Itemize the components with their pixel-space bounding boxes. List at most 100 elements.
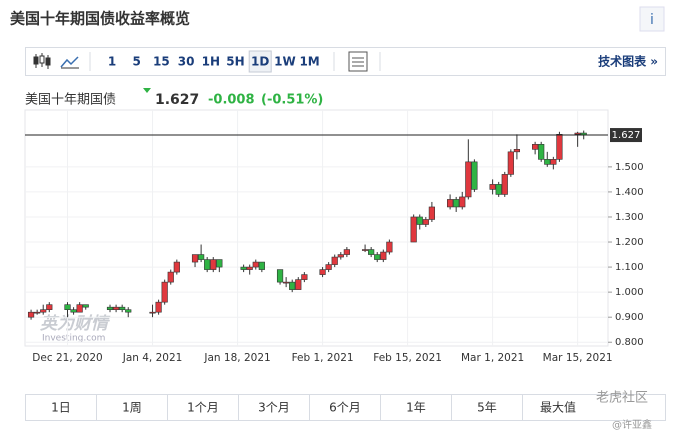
range-button[interactable]: 5年 bbox=[477, 401, 497, 415]
interval-selected bbox=[248, 50, 272, 73]
candle-body bbox=[331, 256, 338, 265]
range-button[interactable]: 1日 bbox=[51, 401, 71, 415]
down-arrow bbox=[143, 88, 151, 93]
interval-button[interactable]: 1D bbox=[251, 55, 269, 69]
range-bar bbox=[25, 394, 666, 421]
candle-body bbox=[76, 304, 83, 313]
candle-body bbox=[40, 309, 47, 313]
candle-body bbox=[204, 259, 211, 270]
range-button[interactable]: 最大值 bbox=[540, 400, 576, 415]
technical-chart-link[interactable]: 技术图表 » bbox=[598, 54, 658, 69]
candle-body bbox=[161, 281, 168, 303]
y-tick-label: 1.500 bbox=[615, 162, 644, 173]
candle-body bbox=[574, 132, 581, 135]
candle-body bbox=[70, 309, 77, 313]
range-button[interactable]: 6个月 bbox=[329, 401, 361, 415]
quote-change: -0.008 bbox=[208, 93, 255, 108]
last-price-box bbox=[610, 128, 642, 143]
candle-body bbox=[507, 151, 514, 175]
watermark-brand: 英为财情 bbox=[39, 314, 111, 334]
candle-body bbox=[465, 161, 472, 198]
candle-body bbox=[119, 306, 126, 310]
last-price-label: 1.627 bbox=[612, 130, 641, 141]
y-tick-label: 1.300 bbox=[615, 212, 644, 223]
quote-change-pct: (-0.51%) bbox=[261, 93, 323, 108]
candle-body bbox=[459, 196, 466, 208]
x-tick-label: Mar 15, 2021 bbox=[543, 352, 613, 364]
candle-body bbox=[295, 279, 302, 290]
candle-body bbox=[428, 206, 435, 220]
candle-body bbox=[252, 261, 259, 268]
candle-body bbox=[301, 274, 308, 280]
candle-body bbox=[343, 249, 350, 255]
plot-frame bbox=[24, 109, 609, 347]
info-button[interactable] bbox=[639, 6, 665, 32]
x-tick-label: Mar 1, 2021 bbox=[461, 352, 524, 364]
candle-body bbox=[112, 306, 120, 310]
y-tick-label: 1.200 bbox=[615, 237, 644, 248]
candle-body bbox=[173, 261, 180, 273]
candle-body bbox=[544, 159, 551, 165]
interval-button[interactable]: 5 bbox=[133, 55, 141, 69]
candle-body bbox=[325, 264, 332, 270]
interval-button[interactable]: 1H bbox=[202, 55, 220, 69]
info-icon[interactable]: i bbox=[650, 12, 654, 28]
footer-community: 老虎社区 bbox=[596, 390, 648, 406]
candle-body bbox=[513, 149, 521, 153]
candle-body bbox=[489, 184, 496, 190]
quote-name: 美国十年期国债 bbox=[25, 93, 116, 108]
candle-body bbox=[240, 266, 247, 270]
candle-body bbox=[198, 254, 205, 260]
interval-button[interactable]: 30 bbox=[178, 55, 195, 69]
range-button[interactable]: 1年 bbox=[406, 401, 426, 415]
candle-body bbox=[495, 184, 502, 195]
candle-icon[interactable] bbox=[33, 53, 51, 69]
candle-body bbox=[410, 216, 417, 243]
candle-body bbox=[501, 174, 508, 195]
candle-body bbox=[374, 254, 381, 260]
candle-body bbox=[210, 259, 217, 270]
y-tick-label: 1.400 bbox=[615, 187, 644, 198]
candle-body bbox=[125, 309, 132, 313]
candle-body bbox=[416, 216, 423, 225]
candle-body bbox=[453, 199, 460, 208]
candle-body bbox=[289, 281, 296, 290]
toolbar bbox=[25, 47, 666, 76]
candle-body bbox=[532, 144, 539, 150]
y-tick-label: 0.900 bbox=[615, 312, 644, 323]
candle-body bbox=[283, 281, 290, 284]
x-tick-label: Jan 4, 2021 bbox=[122, 352, 183, 364]
interval-button[interactable]: 5H bbox=[226, 55, 244, 69]
candle-body bbox=[34, 311, 41, 314]
range-button[interactable]: 1个月 bbox=[187, 401, 219, 415]
candle-body bbox=[106, 306, 114, 310]
candle-body bbox=[538, 144, 545, 160]
candle-body bbox=[46, 304, 53, 310]
interval-button[interactable]: 1M bbox=[299, 55, 319, 69]
candle-body bbox=[380, 251, 387, 260]
candle-body bbox=[550, 159, 557, 165]
quote-last: 1.627 bbox=[155, 92, 199, 108]
range-button[interactable]: 1周 bbox=[122, 401, 142, 415]
candle-body bbox=[386, 241, 393, 253]
candle-body bbox=[319, 269, 326, 275]
candle-body bbox=[191, 254, 199, 263]
page-title: 美国十年期国债收益率概览 bbox=[10, 10, 190, 28]
interval-button[interactable]: 1W bbox=[274, 55, 296, 69]
x-tick-label: Jan 18, 2021 bbox=[203, 352, 270, 364]
candle-body bbox=[447, 199, 454, 208]
candle-body bbox=[258, 261, 265, 270]
y-tick-label: 1.100 bbox=[615, 262, 644, 273]
interval-button[interactable]: 1 bbox=[108, 55, 116, 69]
candle-body bbox=[368, 249, 375, 255]
watermark-site: Investing.com bbox=[42, 334, 105, 344]
interval-button[interactable]: 15 bbox=[153, 55, 170, 69]
candle-body bbox=[155, 301, 162, 313]
candle-body bbox=[246, 266, 253, 270]
x-tick-label: Dec 21, 2020 bbox=[32, 352, 102, 364]
candle-body bbox=[216, 259, 223, 268]
candle-body bbox=[149, 311, 156, 314]
line-icon[interactable] bbox=[60, 56, 79, 68]
range-button[interactable]: 3个月 bbox=[258, 401, 290, 415]
